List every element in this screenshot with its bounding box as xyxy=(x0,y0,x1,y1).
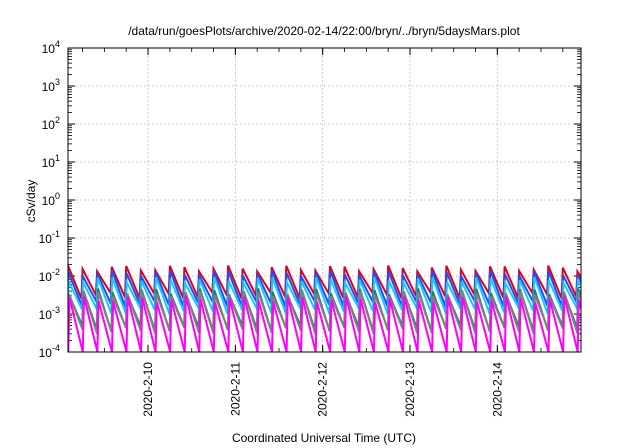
y-tick-exponent: 4 xyxy=(55,39,60,49)
y-tick-exponent: 2 xyxy=(55,115,60,125)
y-tick-base: 10 xyxy=(42,156,56,170)
y-tick-exponent: 0 xyxy=(55,191,60,201)
y-tick-exponent: 3 xyxy=(55,77,60,87)
y-tick-base: 10 xyxy=(39,308,53,322)
y-tick-base: 10 xyxy=(42,194,56,208)
y-tick-label: 10-1 xyxy=(39,229,60,246)
y-tick-label: 103 xyxy=(42,77,60,94)
x-tick-label: 2020-2-11 xyxy=(228,362,242,416)
plot-area: 10-410-310-210-11001011021031042020-2-10… xyxy=(39,39,582,417)
plot-frame xyxy=(67,47,582,353)
y-tick-exponent: -3 xyxy=(52,305,60,315)
y-tick-label: 100 xyxy=(42,191,60,208)
y-tick-base: 10 xyxy=(42,118,56,132)
x-tick-label: 2020-2-12 xyxy=(316,362,330,417)
y-tick-base: 10 xyxy=(42,80,56,94)
x-axis-label: Coordinated Universal Time (UTC) xyxy=(232,431,416,445)
y-tick-label: 10-2 xyxy=(39,267,60,284)
y-tick-base: 10 xyxy=(39,270,53,284)
y-axis-label: cSv/day xyxy=(24,180,38,223)
y-tick-base: 10 xyxy=(42,42,56,56)
y-tick-exponent: -1 xyxy=(52,229,60,239)
y-tick-label: 10-3 xyxy=(39,305,60,322)
y-tick-base: 10 xyxy=(39,232,53,246)
x-tick-label: 2020-2-13 xyxy=(403,362,417,417)
series-line xyxy=(68,295,581,352)
y-tick-exponent: -4 xyxy=(52,343,60,353)
y-tick-label: 10-4 xyxy=(39,343,60,360)
x-tick-label: 2020-2-10 xyxy=(141,362,155,417)
y-tick-exponent: 1 xyxy=(55,153,60,163)
y-tick-label: 102 xyxy=(42,115,60,132)
y-tick-label: 101 xyxy=(42,153,60,170)
chart-title: /data/run/goesPlots/archive/2020-02-14/2… xyxy=(128,24,520,38)
y-tick-base: 10 xyxy=(39,346,53,360)
y-tick-label: 104 xyxy=(42,39,60,56)
y-tick-exponent: -2 xyxy=(52,267,60,277)
x-tick-label: 2020-2-14 xyxy=(490,362,504,417)
